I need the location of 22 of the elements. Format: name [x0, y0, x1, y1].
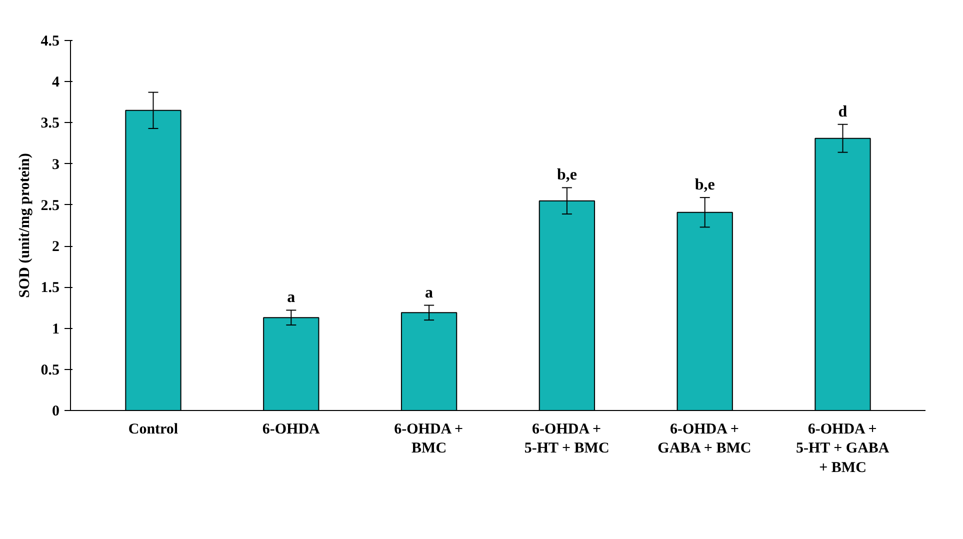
y-tick-label: 3.5 [40, 116, 60, 132]
y-tick-label: 1.5 [40, 280, 60, 296]
x-tick-label: 6-OHDA + 5-HT + GABA + BMC [796, 422, 890, 476]
y-tick-label: 4.5 [40, 34, 60, 50]
y-tick-label: 0.5 [40, 362, 60, 378]
y-tick-label: 3 [52, 156, 60, 173]
annotation: d [838, 103, 848, 120]
x-tick-label: 6-OHDA [262, 422, 320, 438]
y-tick-label: 0 [52, 404, 60, 420]
y-tick-label: 2 [52, 239, 60, 256]
annotation: a [425, 284, 434, 302]
x-tick-label: Control [128, 422, 178, 438]
annotation: a [287, 289, 296, 306]
annotation: b,e [694, 176, 715, 194]
annotation: b,e [556, 166, 577, 184]
y-tick-label: 1 [52, 321, 60, 338]
y-axis-title: SOD (unit/mg protein) [16, 153, 33, 298]
x-tick-label: 6-OHDA + 5-HT + BMC [524, 422, 610, 457]
x-tick-label: 6-OHDA + GABA + BMC [658, 422, 752, 457]
x-tick-label: 6-OHDA + BMC [394, 422, 464, 457]
y-tick-label: 2.5 [40, 198, 60, 214]
y-tick-label: 4 [52, 74, 60, 91]
